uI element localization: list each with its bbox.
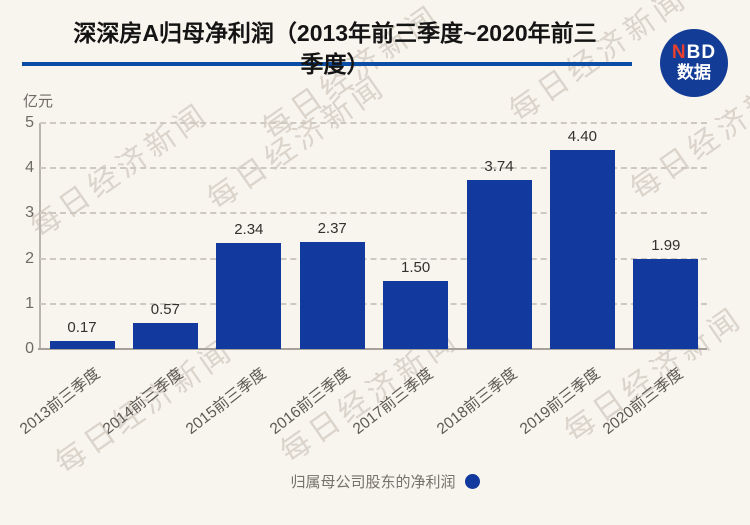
bar <box>132 323 198 349</box>
bar <box>299 241 365 349</box>
bar <box>49 341 115 349</box>
x-axis-line <box>38 348 707 350</box>
x-axis-category-label: 2018前三季度 <box>433 365 520 438</box>
bar <box>383 281 449 349</box>
y-tick-label: 2 <box>25 249 34 267</box>
bar-value-label: 1.99 <box>651 236 681 254</box>
y-tick-label: 1 <box>25 294 34 312</box>
y-tick-label: 4 <box>25 159 34 177</box>
bar-value-label: 3.74 <box>484 157 514 175</box>
chart-title-line2: 季度） <box>300 51 370 77</box>
gridline-y1 <box>40 302 707 305</box>
bar-value-label: 2.37 <box>317 219 347 237</box>
bar <box>466 179 532 349</box>
nbd-logo: NBD 数据 <box>660 29 728 97</box>
bar <box>549 149 615 349</box>
y-tick-label: 3 <box>25 204 34 222</box>
nbd-logo-subtitle: 数据 <box>677 63 711 82</box>
gridline-y5 <box>40 121 707 124</box>
nbd-logo-wordmark: NBD <box>672 43 716 63</box>
x-axis-category-label: 2020前三季度 <box>600 365 687 438</box>
chart-title-line1: 深深房A归母净利润（2013年前三季度~2020年前三 <box>73 20 597 46</box>
bar <box>216 243 282 349</box>
gridline-y3 <box>40 212 707 215</box>
bar-value-label: 0.57 <box>150 301 180 319</box>
x-axis-category-label: 2016前三季度 <box>266 365 354 438</box>
x-axis-category-label: 2019前三季度 <box>516 365 604 438</box>
bar-value-label: 4.40 <box>567 127 597 145</box>
legend-label: 归属母公司股东的净利润 <box>290 474 456 491</box>
gridline-y2 <box>40 257 707 260</box>
logo-letters-bd: BD <box>686 42 717 63</box>
logo-letter-n: N <box>671 42 687 63</box>
x-axis-category-label: 2017前三季度 <box>350 365 437 438</box>
x-axis-category-label: 2014前三季度 <box>99 365 187 438</box>
bar-value-label: 2.34 <box>234 221 264 239</box>
x-axis-category-label: 2013前三季度 <box>16 365 103 438</box>
bar-value-label: 1.50 <box>400 259 431 277</box>
x-axis-category-label: 2015前三季度 <box>183 365 270 438</box>
y-axis-unit-label: 亿元 <box>23 93 54 110</box>
y-axis-line <box>39 123 41 349</box>
title-underline <box>22 62 632 66</box>
bar-value-label: 0.17 <box>67 319 97 337</box>
y-tick-label: 0 <box>25 340 34 357</box>
y-tick-label: 5 <box>25 113 34 131</box>
chart-title: 深深房A归母净利润（2013年前三季度~2020年前三 季度） <box>15 18 655 80</box>
bar <box>633 258 699 349</box>
gridline-y4 <box>40 167 707 170</box>
legend-dot-icon <box>464 474 480 489</box>
legend: 归属母公司股东的净利润 <box>0 471 750 492</box>
